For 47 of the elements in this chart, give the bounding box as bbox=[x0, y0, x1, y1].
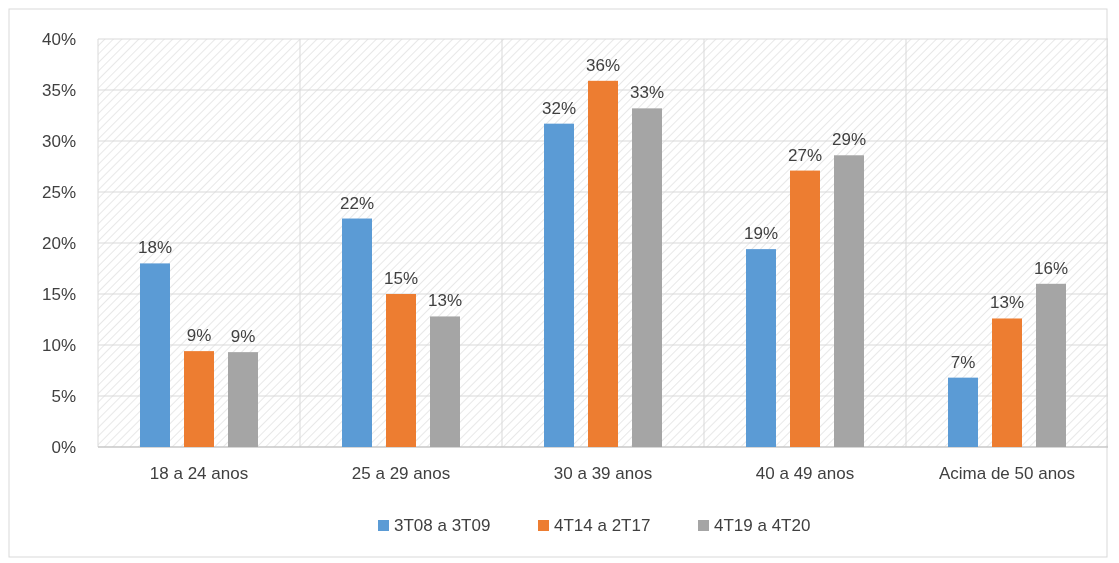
data-label: 32% bbox=[541, 98, 577, 118]
data-label: 22% bbox=[339, 193, 375, 213]
legend-label: 3T08 a 3T09 bbox=[394, 516, 491, 535]
x-tick-label: 18 a 24 anos bbox=[149, 464, 249, 483]
y-tick-label: 5% bbox=[51, 386, 76, 406]
bar bbox=[992, 318, 1022, 447]
data-label: 29% bbox=[831, 130, 867, 150]
x-tick-label: 30 a 39 anos bbox=[553, 464, 653, 483]
bar bbox=[790, 170, 820, 447]
data-label: 33% bbox=[629, 83, 665, 103]
data-label: 19% bbox=[743, 224, 779, 244]
data-label: 9% bbox=[186, 326, 212, 346]
data-label: 13% bbox=[427, 291, 463, 311]
y-tick-label: 10% bbox=[41, 335, 76, 355]
bar bbox=[184, 351, 214, 447]
data-label: 27% bbox=[787, 145, 823, 165]
y-tick-label: 0% bbox=[51, 437, 76, 457]
data-label: 18% bbox=[137, 238, 173, 258]
bar bbox=[430, 316, 460, 447]
bar bbox=[834, 155, 864, 447]
data-label: 7% bbox=[950, 352, 976, 372]
y-tick-label: 20% bbox=[41, 233, 76, 253]
bar bbox=[544, 123, 574, 447]
y-tick-label: 35% bbox=[41, 80, 76, 100]
bar bbox=[386, 294, 416, 447]
y-tick-label: 30% bbox=[41, 131, 76, 151]
data-label: 13% bbox=[989, 293, 1025, 313]
data-label: 36% bbox=[585, 55, 621, 75]
legend-label: 4T14 a 2T17 bbox=[554, 516, 651, 535]
data-label: 15% bbox=[383, 269, 419, 288]
data-label: 16% bbox=[1033, 258, 1069, 278]
y-tick-label: 15% bbox=[41, 284, 76, 304]
bar bbox=[140, 263, 170, 447]
bar bbox=[746, 249, 776, 447]
x-tick-label: 25 a 29 anos bbox=[351, 464, 451, 483]
bar bbox=[632, 108, 662, 447]
bar bbox=[1036, 283, 1066, 447]
bar bbox=[588, 80, 618, 447]
x-tick-label: Acima de 50 anos bbox=[938, 464, 1076, 483]
data-label: 9% bbox=[230, 327, 256, 347]
y-tick-label: 25% bbox=[41, 182, 76, 202]
x-tick-label: 40 a 49 anos bbox=[755, 464, 855, 483]
bar bbox=[342, 218, 372, 447]
bar bbox=[948, 377, 978, 447]
bar bbox=[228, 352, 258, 447]
y-tick-label: 40% bbox=[41, 29, 76, 49]
legend-label: 4T19 a 4T20 bbox=[714, 516, 811, 535]
